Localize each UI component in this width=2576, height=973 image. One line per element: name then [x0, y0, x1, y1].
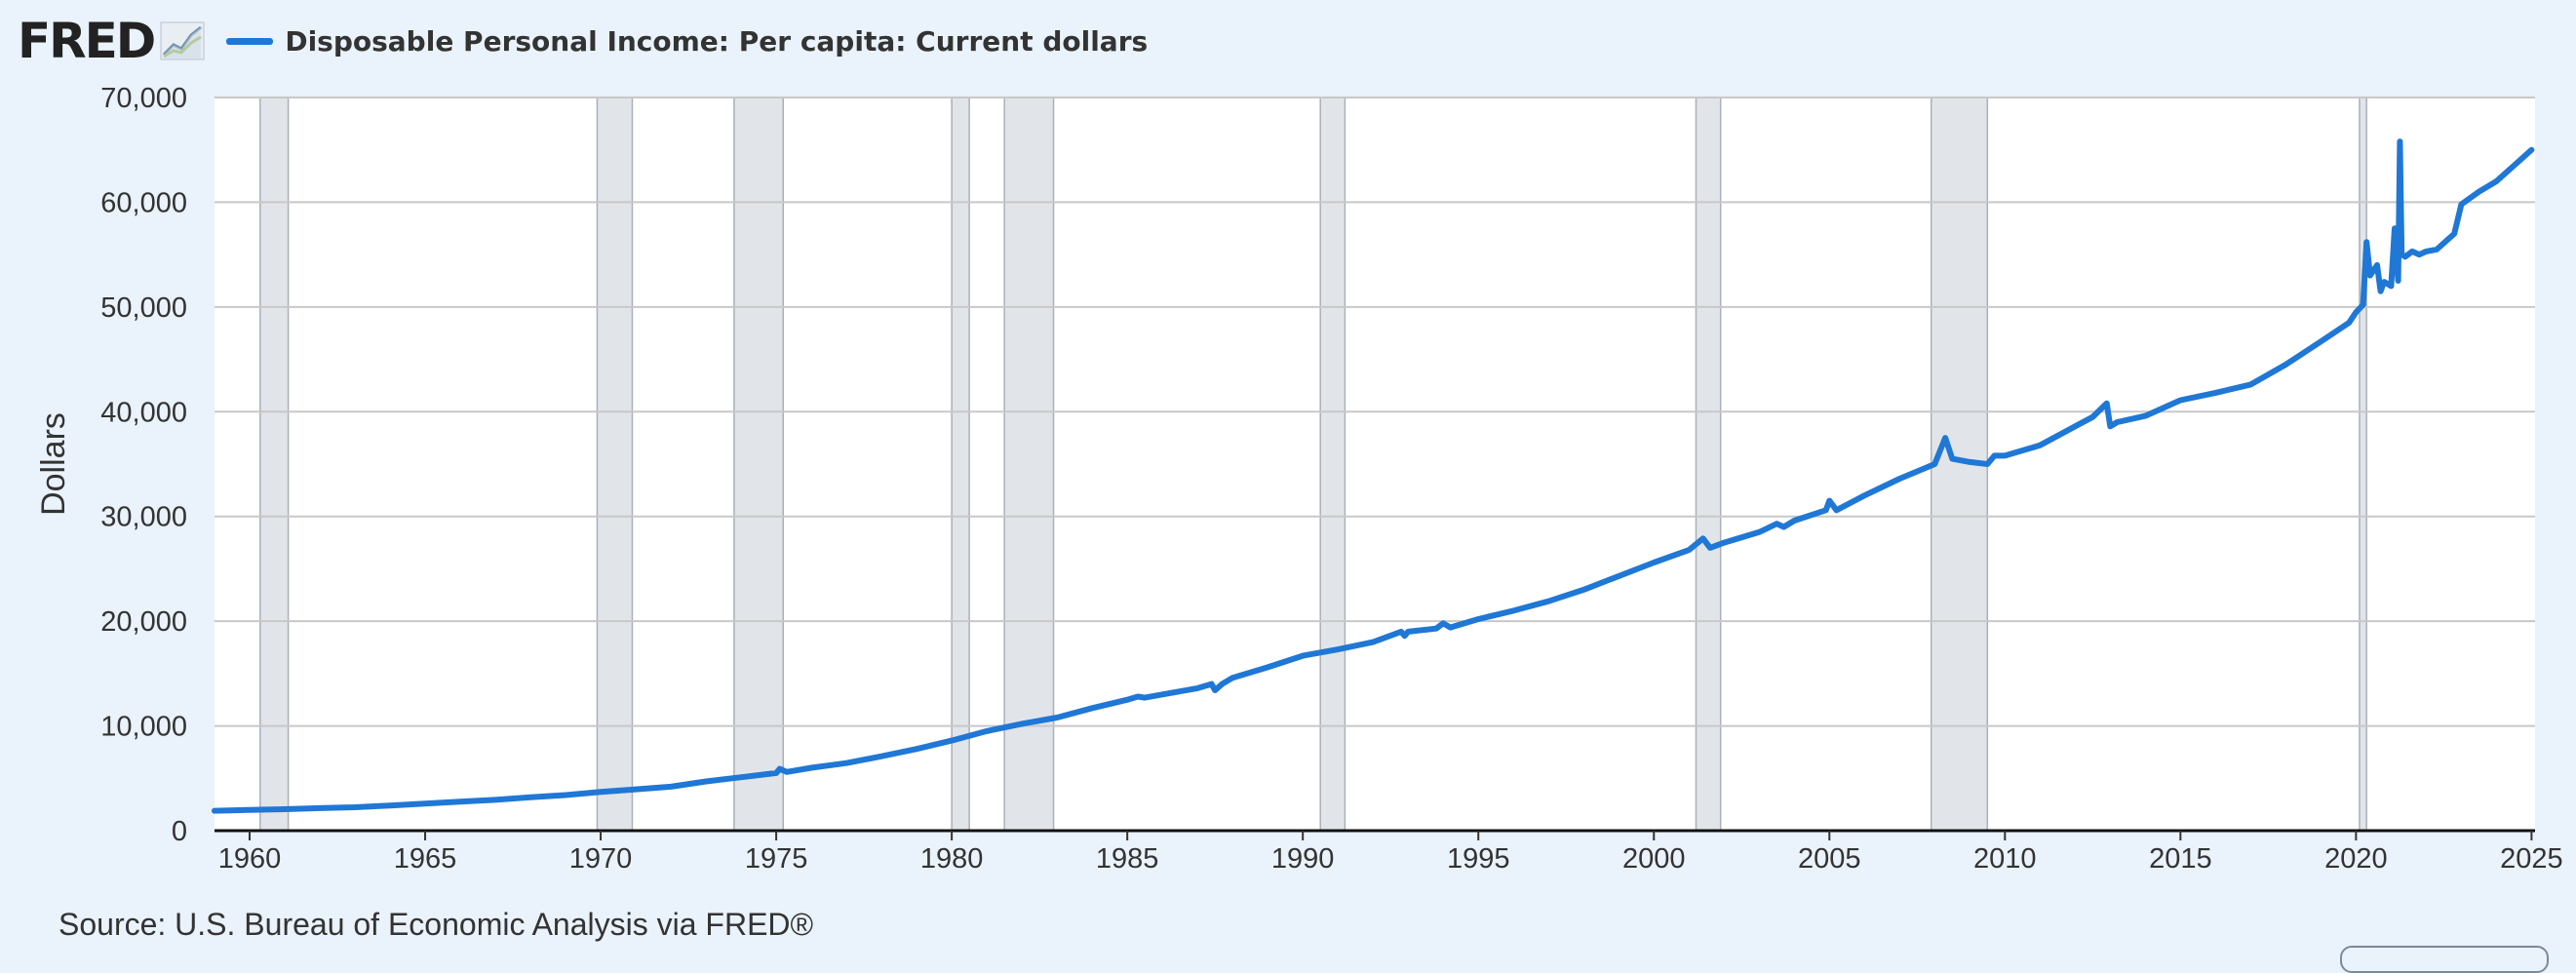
x-tick-label: 1965	[394, 843, 457, 875]
x-tick-label: 2000	[1622, 843, 1686, 875]
y-tick-label: 50,000	[100, 292, 187, 324]
recession-band	[951, 97, 970, 832]
y-tick-label: 10,000	[100, 712, 187, 743]
source-note: Source: U.S. Bureau of Economic Analysis…	[59, 907, 814, 942]
x-tick-label: 2005	[1798, 843, 1861, 875]
x-tick-label: 1995	[1447, 843, 1510, 875]
x-tick-label: 2010	[1973, 843, 2037, 875]
recession-band	[2359, 97, 2367, 832]
chart-header: FRED Disposable Personal Income: Per cap…	[18, 13, 1149, 69]
x-tick-label: 1975	[745, 843, 808, 875]
corner-button[interactable]	[2340, 946, 2549, 973]
x-tick-label: 2025	[2500, 843, 2563, 875]
x-tick-label: 1980	[920, 843, 984, 875]
x-tick-label: 1970	[569, 843, 633, 875]
legend-label: Disposable Personal Income: Per capita: …	[285, 24, 1149, 58]
recession-band	[259, 97, 290, 832]
recession-band	[1695, 97, 1722, 832]
plot-area	[215, 97, 2535, 831]
y-tick-label: 60,000	[100, 187, 187, 218]
y-tick-label: 20,000	[100, 606, 187, 638]
y-axis-title: Dollars	[35, 412, 72, 516]
series-line	[212, 138, 2535, 814]
x-tick-label: 2020	[2324, 843, 2388, 875]
x-tick-label: 2015	[2149, 843, 2212, 875]
x-tick-label: 1985	[1096, 843, 1159, 875]
fred-logo: FRED	[18, 13, 156, 69]
recession-band	[1319, 97, 1347, 832]
legend-swatch	[226, 37, 274, 45]
y-tick-label: 40,000	[100, 397, 187, 428]
recession-band	[733, 97, 785, 832]
x-tick-label: 1990	[1271, 843, 1335, 875]
y-tick-label: 30,000	[100, 502, 187, 533]
y-tick-label: 70,000	[100, 83, 187, 114]
x-tick-label: 1960	[218, 843, 282, 875]
line-chart: 0 10,000 20,000 30,000 40,000 50,000 60,000 70,…	[35, 83, 2563, 875]
y-tick-label: 0	[172, 816, 187, 847]
recession-band	[596, 97, 634, 832]
trend-chart-icon	[160, 21, 205, 60]
